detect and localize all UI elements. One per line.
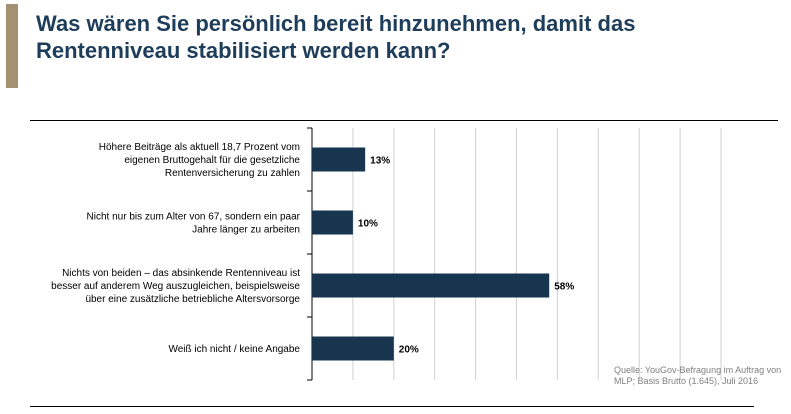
bar [312, 147, 366, 172]
category-label: Nicht nur bis zum Alter von 67, sondern … [87, 212, 301, 223]
data-label: 20% [399, 345, 419, 356]
data-label: 10% [358, 219, 378, 230]
bar [312, 210, 353, 235]
bar [312, 273, 550, 298]
data-label: 13% [370, 156, 390, 167]
category-label: eigenen Bruttogehalt für die gesetzliche [124, 155, 300, 166]
accent-bar [6, 4, 18, 88]
category-label: besser auf anderem Weg auszugleichen, be… [51, 281, 300, 292]
top-divider [30, 120, 778, 121]
category-label: über eine zusätzliche betriebliche Alter… [85, 294, 300, 305]
category-label: Höhere Beiträge als aktuell 18,7 Prozent… [99, 142, 300, 153]
category-label: Jahre länger zu arbeiten [192, 225, 300, 236]
category-label: Nichts von beiden – das absinkende Rente… [62, 268, 300, 279]
category-label: Weiß ich nicht / keine Angabe [168, 344, 300, 355]
source-note: Quelle: YouGov-Befragung im Auftrag von … [614, 365, 782, 386]
page-title: Was wären Sie persönlich bereit hinzuneh… [36, 11, 636, 63]
category-label: Rentenversicherung zu zahlen [165, 168, 300, 179]
data-label: 58% [554, 282, 574, 293]
bar [312, 336, 394, 361]
bottom-divider [30, 406, 754, 407]
